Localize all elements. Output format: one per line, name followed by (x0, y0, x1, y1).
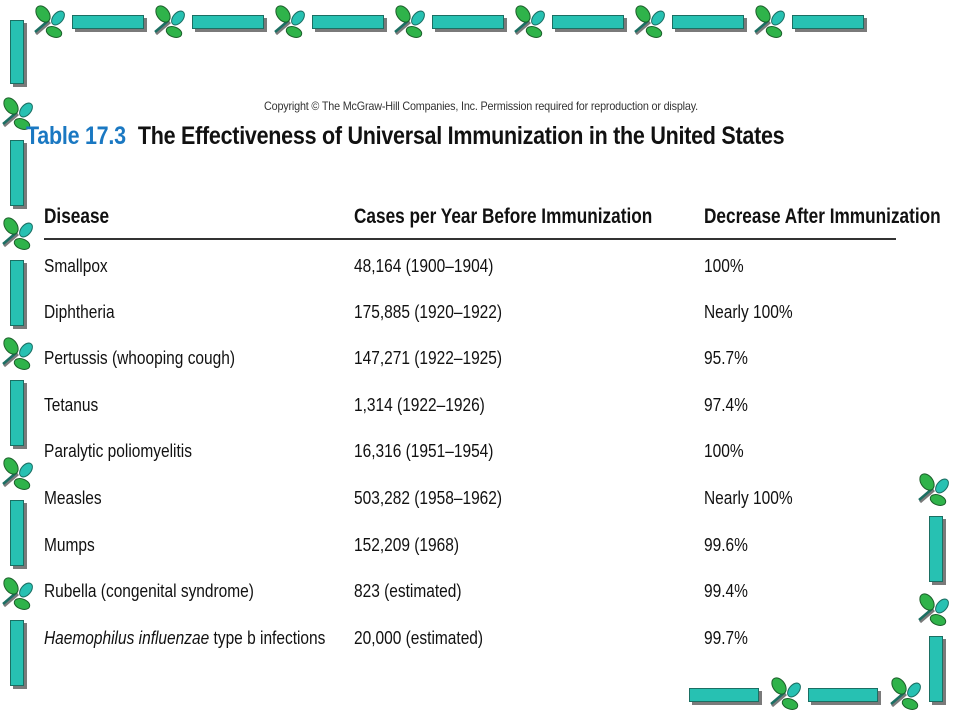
disease-cell: Pertussis (whooping cough) (44, 348, 236, 368)
disease-cell-italic: Haemophilus influenzae (44, 628, 210, 648)
leaf-sprig-icon (2, 97, 33, 130)
leaf-sprig-icon (2, 217, 33, 250)
frame-bar-top (72, 15, 144, 29)
decrease-cell: 100% (704, 441, 744, 461)
leaf-sprig-icon (634, 5, 665, 38)
leaf-sprig-icon (514, 5, 545, 38)
decrease-cell: 97.4% (704, 395, 748, 415)
frame-bar-top (432, 15, 504, 29)
column-header-disease: Disease (44, 205, 110, 228)
header-divider (44, 238, 896, 240)
disease-cell: Mumps (44, 535, 95, 555)
column-header-cases: Cases per Year Before Immunization (354, 205, 653, 228)
disease-cell: Measles (44, 488, 102, 508)
disease-cell: Haemophilus influenzae type b infections (44, 628, 325, 649)
table-row: Pertussis (whooping cough) 147,271 (1922… (0, 348, 960, 378)
table-row: Haemophilus influenzae type b infections… (0, 628, 960, 658)
frame-bar-bottom (689, 688, 759, 702)
table-caption: The Effectiveness of Universal Immunizat… (137, 122, 785, 150)
decrease-cell: Nearly 100% (704, 488, 793, 508)
frame-bar-left (10, 20, 24, 84)
disease-cell: Paralytic poliomyelitis (44, 441, 192, 461)
frame-bar-top (672, 15, 744, 29)
cases-cell: 1,314 (1922–1926) (354, 395, 485, 415)
decrease-cell: 100% (704, 256, 744, 276)
decrease-cell: Nearly 100% (704, 302, 793, 322)
cases-cell: 175,885 (1920–1922) (354, 302, 503, 322)
table-title: Table 17.3 The Effectiveness of Universal… (26, 122, 785, 151)
leaf-sprig-icon (2, 457, 33, 490)
frame-bar-top (552, 15, 624, 29)
cases-cell: 16,316 (1951–1954) (354, 441, 494, 461)
frame-bar-top (312, 15, 384, 29)
leaf-sprig-icon (154, 5, 185, 38)
disease-cell-rest: type b infections (209, 628, 326, 648)
disease-cell: Smallpox (44, 256, 108, 276)
decrease-cell: 95.7% (704, 348, 748, 368)
table-row: Measles 503,282 (1958–1962) Nearly 100% (0, 488, 960, 518)
disease-cell: Rubella (congenital syndrome) (44, 581, 254, 601)
table-row: Tetanus 1,314 (1922–1926) 97.4% (0, 395, 960, 425)
cases-cell: 152,209 (1968) (354, 535, 460, 555)
frame-bar-top (192, 15, 264, 29)
table-row: Diphtheria 175,885 (1920–1922) Nearly 10… (0, 302, 960, 332)
leaf-sprig-icon (2, 337, 33, 370)
cases-cell: 20,000 (estimated) (354, 628, 484, 648)
cases-cell: 48,164 (1900–1904) (354, 256, 494, 276)
copyright-notice: Copyright © The McGraw-Hill Companies, I… (264, 99, 698, 113)
decrease-cell: 99.4% (704, 581, 748, 601)
leaf-sprig-icon (274, 5, 305, 38)
leaf-sprig-icon (34, 5, 65, 38)
frame-bar-bottom (808, 688, 878, 702)
frame-bar-left (10, 260, 24, 326)
decrease-cell: 99.6% (704, 535, 748, 555)
leaf-sprig-icon (918, 473, 949, 506)
frame-bar-left (10, 500, 24, 566)
frame-bar-top (792, 15, 864, 29)
leaf-sprig-icon (754, 5, 785, 38)
frame-bar-right (929, 516, 943, 582)
table-number: Table 17.3 (26, 122, 126, 150)
frame-bar-left (10, 140, 24, 206)
cases-cell: 147,271 (1922–1925) (354, 348, 503, 368)
disease-cell: Tetanus (44, 395, 99, 415)
column-header-decrease: Decrease After Immunization (704, 205, 941, 228)
frame-bar-left (10, 620, 24, 686)
leaf-sprig-icon (918, 593, 949, 626)
leaf-sprig-icon (2, 577, 33, 610)
leaf-sprig-icon (770, 677, 801, 710)
disease-cell: Diphtheria (44, 302, 115, 322)
leaf-sprig-icon (394, 5, 425, 38)
frame-bar-left (10, 380, 24, 446)
table-row: Mumps 152,209 (1968) 99.6% (0, 535, 960, 565)
frame-bar-right (929, 636, 943, 702)
table-row: Smallpox 48,164 (1900–1904) 100% (0, 256, 960, 286)
decrease-cell: 99.7% (704, 628, 748, 648)
table-row: Paralytic poliomyelitis 16,316 (1951–195… (0, 441, 960, 471)
cases-cell: 503,282 (1958–1962) (354, 488, 503, 508)
table-row: Rubella (congenital syndrome) 823 (estim… (0, 581, 960, 611)
leaf-sprig-icon (890, 677, 921, 710)
cases-cell: 823 (estimated) (354, 581, 462, 601)
